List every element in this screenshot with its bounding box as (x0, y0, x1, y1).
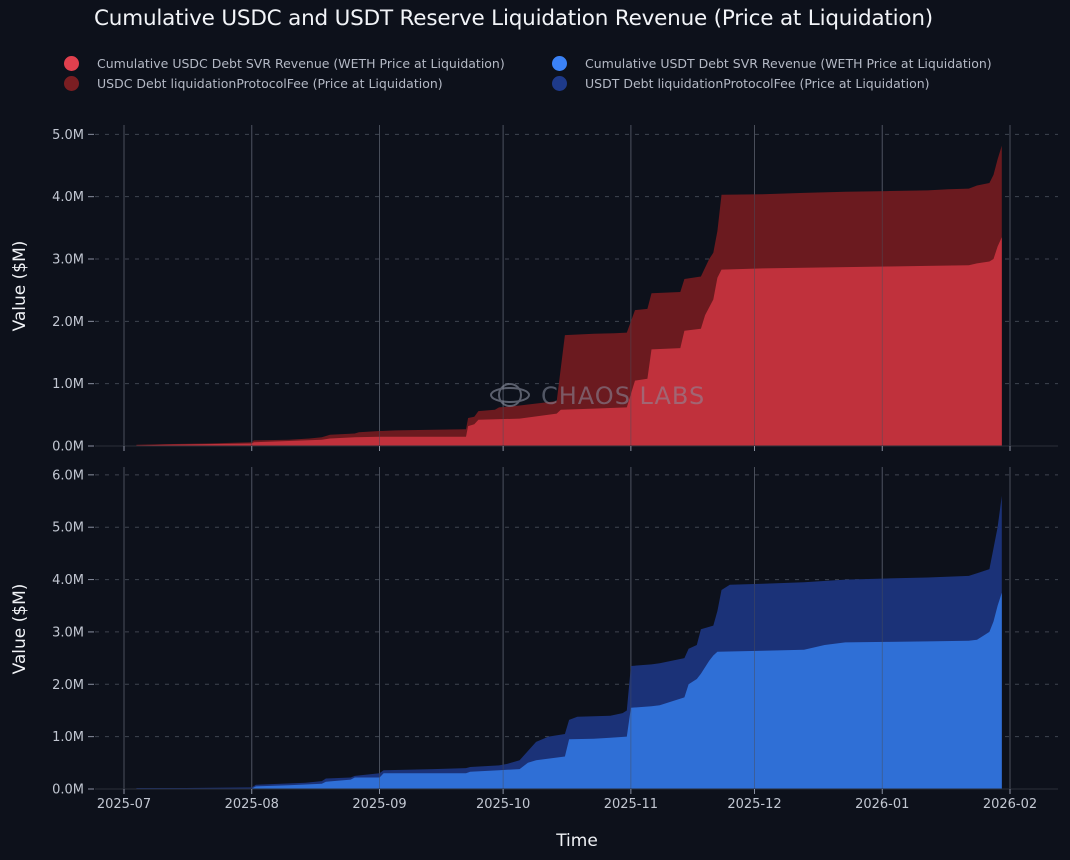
legend-swatch-usdc-svr-icon (64, 56, 79, 71)
panel-2: 0.0M 1.0M 2.0M 3.0M 4.0M 5.0M 6.0M Value ($M) (10, 467, 1058, 798)
ytick-label-p1-3: 3.0M (52, 253, 84, 268)
ytick-label-p2-6: 6.0M (52, 468, 84, 483)
legend-item-usdc-svr[interactable]: Cumulative USDC Debt SVR Revenue (WETH P… (64, 56, 505, 71)
ytick-label-p1-1: 1.0M (52, 377, 84, 392)
watermark-text: CHAOS LABS (541, 382, 705, 410)
ytick-label-p1-0: 0.0M (52, 440, 84, 455)
legend-swatch-usdt-fee-icon (552, 76, 567, 91)
ytick-label-p1-5: 5.0M (52, 128, 84, 143)
ytick-label-p2-1: 1.0M (52, 730, 84, 745)
legend-swatch-usdc-fee-icon (64, 76, 79, 91)
ytick-label-p1-2: 2.0M (52, 315, 84, 330)
legend-label-usdt-svr: Cumulative USDT Debt SVR Revenue (WETH P… (585, 56, 992, 71)
ytick-label-p2-3: 3.0M (52, 625, 84, 640)
watermark: CHAOS LABS (490, 382, 705, 410)
legend-item-usdt-svr[interactable]: Cumulative USDT Debt SVR Revenue (WETH P… (552, 56, 992, 71)
legend-item-usdt-fee[interactable]: USDT Debt liquidationProtocolFee (Price … (552, 76, 930, 91)
watermark-logo-icon (498, 383, 522, 407)
chart-title: Cumulative USDC and USDT Reserve Liquida… (94, 6, 933, 31)
xtick-label-7: 2026-02 (983, 797, 1037, 812)
xtick-label-2: 2025-09 (352, 797, 406, 812)
panel-1: 0.0M 1.0M 2.0M 3.0M 4.0M 5.0M Value ($M) (10, 125, 1058, 455)
ytick-label-p1-4: 4.0M (52, 190, 84, 205)
xtick-label-3: 2025-10 (476, 797, 530, 812)
xtick-label-6: 2026-01 (855, 797, 909, 812)
xtick-label-1: 2025-08 (225, 797, 279, 812)
ylabel-p1: Value ($M) (10, 241, 30, 332)
area-p2-series-2 (136, 592, 1002, 789)
ytick-label-p2-0: 0.0M (52, 783, 84, 798)
ytick-label-p2-2: 2.0M (52, 678, 84, 693)
xlabel: Time (555, 831, 598, 851)
xtick-label-0: 2025-07 (97, 797, 151, 812)
area-p1-series-2 (136, 237, 1002, 446)
ytick-label-p2-5: 5.0M (52, 521, 84, 536)
legend-swatch-usdt-svr-icon (552, 56, 567, 71)
ytick-label-p2-4: 4.0M (52, 573, 84, 588)
legend-item-usdc-fee[interactable]: USDC Debt liquidationProtocolFee (Price … (64, 76, 443, 91)
watermark-logo-ring-icon (490, 387, 530, 403)
ylabel-p2: Value ($M) (10, 584, 30, 675)
xtick-label-4: 2025-11 (604, 797, 658, 812)
legend-label-usdc-svr: Cumulative USDC Debt SVR Revenue (WETH P… (97, 56, 505, 71)
legend-label-usdt-fee: USDT Debt liquidationProtocolFee (Price … (585, 76, 930, 91)
legend-label-usdc-fee: USDC Debt liquidationProtocolFee (Price … (97, 76, 443, 91)
xtick-label-5: 2025-12 (727, 797, 781, 812)
